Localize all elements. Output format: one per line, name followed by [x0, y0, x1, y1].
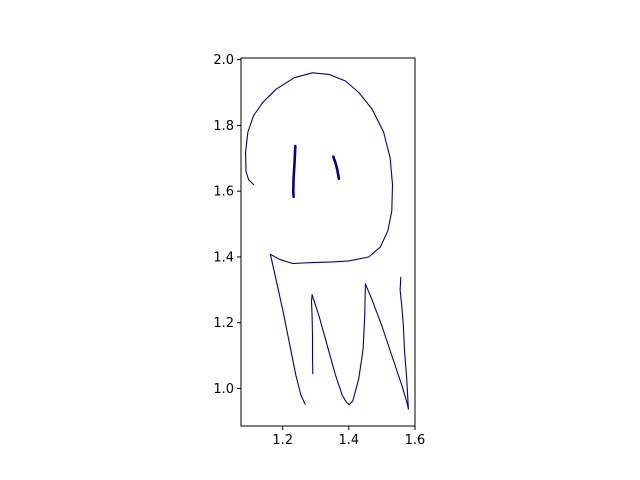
x-tick-label: 1.2 — [272, 433, 293, 448]
series-line-left-eye — [291, 144, 297, 199]
plot-frame — [240, 57, 416, 427]
y-tick-label: 2.0 — [213, 53, 234, 68]
y-axis: 1.0 1.2 1.4 1.6 1.8 2.0 — [213, 53, 241, 397]
series-line-tentacle-1 — [269, 253, 306, 405]
series-line-head-outline — [245, 72, 394, 265]
y-tick-label: 1.6 — [213, 185, 234, 200]
x-tick-label: 1.6 — [405, 433, 426, 448]
x-axis: 1.2 1.4 1.6 — [272, 426, 425, 448]
series-group — [245, 72, 409, 410]
series-line-tentacle-5 — [399, 276, 409, 410]
y-tick-label: 1.0 — [213, 382, 234, 397]
series-line-right-eye — [331, 155, 341, 180]
series-line-tentacle-2 — [310, 294, 314, 375]
y-tick-label: 1.4 — [213, 250, 234, 265]
y-tick-label: 1.2 — [213, 316, 234, 331]
series-line-tentacle-4 — [364, 283, 409, 410]
series-line-tentacle-3 — [311, 283, 366, 406]
x-tick-label: 1.4 — [338, 433, 359, 448]
y-tick-label: 1.8 — [213, 119, 234, 134]
